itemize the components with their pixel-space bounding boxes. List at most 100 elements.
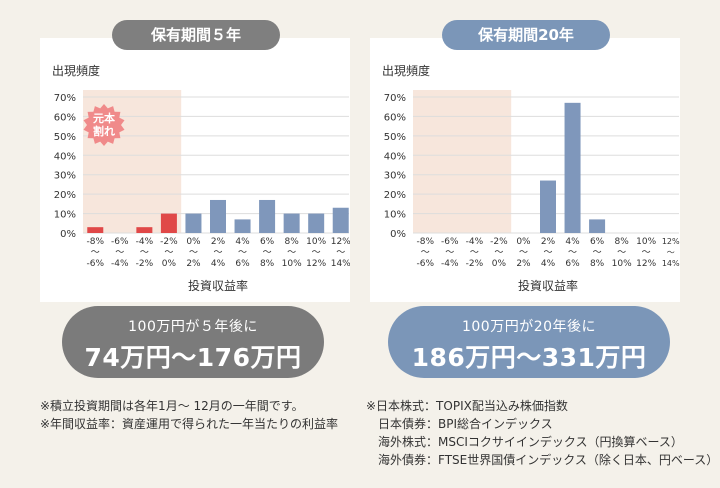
bar xyxy=(234,219,251,233)
x-tick-label: 〜 xyxy=(445,248,454,258)
x-tick-label: 12% xyxy=(331,237,350,247)
bar xyxy=(136,227,153,233)
x-tick-label: -6% xyxy=(441,237,459,247)
bar xyxy=(564,102,581,233)
chart-panel-20-year: 出現頻度 0% 10% 20% 30% 40% 50% 60% 70% -8% 〜 -6% -6% 〜 -4… xyxy=(370,38,680,302)
bar xyxy=(160,213,177,233)
x-tick-label: 0% xyxy=(186,237,201,247)
x-tick-label: -2% xyxy=(160,237,178,247)
footnote: 海外株式：MSCIコクサイインデックス（円換算ベース） xyxy=(378,435,683,449)
footnotes-left: ※積立投資期間は各年1月〜 12月の一年間です。 ※年間収益率：資産運用で得られ… xyxy=(40,397,338,433)
x-tick-label: 〜 xyxy=(617,248,626,258)
x-tick-label: 〜 xyxy=(164,248,173,258)
y-tick-label: 60% xyxy=(54,112,76,123)
y-tick-label: 50% xyxy=(54,132,76,143)
y-tick-label: 0% xyxy=(390,229,406,240)
x-tick-label: 〜 xyxy=(421,248,430,258)
x-tick-label: -4% xyxy=(441,259,459,269)
x-tick-label: 〜 xyxy=(336,248,345,258)
x-tick-label: 8% xyxy=(260,259,275,269)
bar xyxy=(332,207,349,233)
holding-period-5-label: 保有期間５年 xyxy=(112,20,280,50)
x-tick-label: 〜 xyxy=(568,248,577,258)
x-tick-label: 12% xyxy=(662,237,680,246)
footnote: 海外債券：FTSE世界国債インデックス（除く日本、円ベース） xyxy=(378,453,719,467)
x-tick-label: -4% xyxy=(111,259,129,269)
footnote: ※日本株式：TOPIX配当込み株価指数 xyxy=(366,399,568,413)
x-tick-label: 〜 xyxy=(140,248,149,258)
x-tick-label: 10% xyxy=(636,237,656,247)
x-tick-label: -6% xyxy=(111,237,129,247)
y-tick-label: 60% xyxy=(384,112,406,123)
bar xyxy=(589,219,606,233)
x-tick-label: 10% xyxy=(612,259,632,269)
y-tick-label: 50% xyxy=(384,132,406,143)
x-tick-label: 〜 xyxy=(642,248,651,258)
x-axis-label: 投資収益率 xyxy=(518,278,578,293)
y-tick-label: 0% xyxy=(60,229,76,240)
x-tick-label: 〜 xyxy=(543,248,552,258)
y-tick-label: 10% xyxy=(54,210,76,221)
x-tick-label: 0% xyxy=(516,237,531,247)
bar xyxy=(185,213,202,233)
x-tick-label: 〜 xyxy=(213,248,222,258)
x-tick-label: 〜 xyxy=(238,248,247,258)
footnote: ※年間収益率：資産運用で得られた一年当たりの利益率 xyxy=(40,417,339,431)
x-tick-label: -6% xyxy=(87,259,105,269)
x-tick-label: 4% xyxy=(565,237,580,247)
x-tick-label: 4% xyxy=(541,259,556,269)
y-axis-label: 出現頻度 xyxy=(382,63,430,78)
x-tick-label: 6% xyxy=(590,237,605,247)
loss-zone xyxy=(413,90,512,233)
footnote: ※積立投資期間は各年1月〜 12月の一年間です。 xyxy=(40,399,304,413)
y-tick-label: 30% xyxy=(384,171,406,182)
x-tick-label: 〜 xyxy=(312,248,321,258)
footnote: 日本債券：BPI総合インデックス xyxy=(378,417,553,431)
x-tick-label: -8% xyxy=(417,237,435,247)
x-tick-label: 2% xyxy=(541,237,556,247)
x-tick-label: 12% xyxy=(306,259,326,269)
x-tick-label: 〜 xyxy=(494,248,503,258)
x-tick-label: 0% xyxy=(492,259,507,269)
x-axis-label: 投資収益率 xyxy=(188,278,248,293)
y-tick-label: 30% xyxy=(54,171,76,182)
x-tick-label: -8% xyxy=(87,237,105,247)
x-tick-label: 〜 xyxy=(115,248,124,258)
x-tick-label: 14% xyxy=(662,259,680,268)
x-tick-label: 8% xyxy=(284,237,299,247)
bar xyxy=(210,199,226,233)
y-tick-label: 40% xyxy=(384,151,406,162)
bar xyxy=(540,180,556,233)
x-tick-label: -4% xyxy=(136,237,154,247)
x-tick-label: 2% xyxy=(516,259,531,269)
x-tick-label: 〜 xyxy=(470,248,479,258)
y-tick-label: 70% xyxy=(384,93,406,104)
x-tick-label: 〜 xyxy=(263,248,272,258)
bar xyxy=(259,199,276,233)
holding-period-20-label: 保有期間20年 xyxy=(442,20,610,50)
x-tick-label: 0% xyxy=(162,259,177,269)
result-5-year-range: 74万円〜176万円 xyxy=(84,343,302,372)
x-tick-label: 14% xyxy=(331,259,350,269)
chart-panel-5-year: 出現頻度 0% 10% 20% 30% 40% 50% 60% 70% -8% 〜 -6% -6% 〜 -4… xyxy=(40,38,350,302)
y-tick-label: 20% xyxy=(54,190,76,201)
x-tick-label: 10% xyxy=(306,237,326,247)
y-tick-label: 20% xyxy=(384,190,406,201)
x-tick-label: 〜 xyxy=(91,248,100,258)
x-tick-label: 〜 xyxy=(287,248,296,258)
x-tick-label: 4% xyxy=(211,259,226,269)
x-tick-label: 2% xyxy=(211,237,226,247)
result-5-year: 100万円が５年後に 74万円〜176万円 xyxy=(62,306,324,378)
result-20-year-caption: 100万円が20年後に xyxy=(461,319,597,335)
bar xyxy=(308,213,325,233)
x-tick-label: 〜 xyxy=(519,248,528,258)
x-tick-label: 8% xyxy=(614,237,629,247)
chart-20-year: 出現頻度0%10%20%30%40%50%60%70%-8%〜-6%-6%〜-4… xyxy=(382,63,680,293)
x-tick-label: -2% xyxy=(466,259,484,269)
y-axis-label: 出現頻度 xyxy=(52,63,100,78)
result-20-year: 100万円が20年後に 186万円〜331万円 xyxy=(388,306,670,378)
bar xyxy=(87,227,104,233)
x-tick-label: 4% xyxy=(235,237,250,247)
x-tick-label: -6% xyxy=(417,259,435,269)
x-tick-label: 〜 xyxy=(667,248,675,257)
